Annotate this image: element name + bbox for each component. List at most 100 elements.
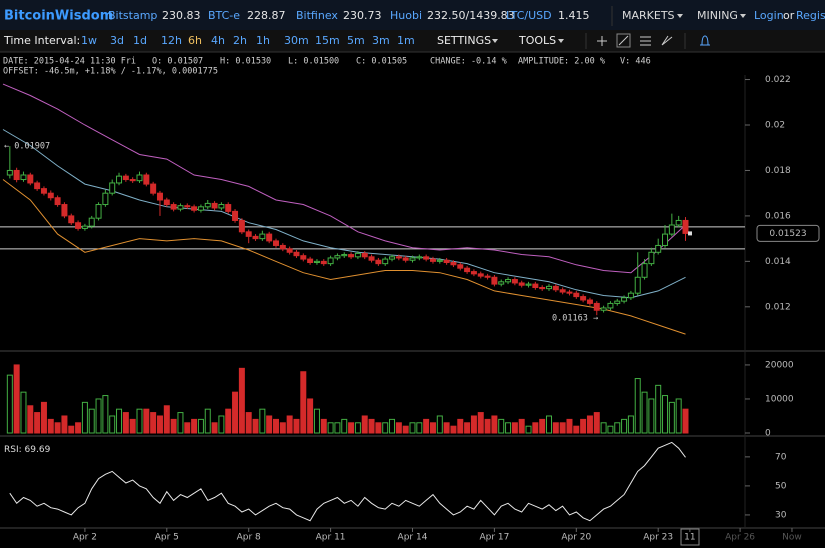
candle-body xyxy=(607,302,614,309)
info-field: O: 0.01507 xyxy=(152,57,203,67)
info-line: DATE: 2015-04-24 11:30 Fri O: 0.01507 H: 0… xyxy=(3,57,651,67)
volume-bar xyxy=(648,398,655,434)
volume-bar xyxy=(129,418,136,434)
interval-button[interactable]: 1w xyxy=(81,34,97,47)
interval-button[interactable]: 3d xyxy=(110,34,124,47)
interval-button[interactable]: 1m xyxy=(397,34,415,47)
interval-group: 1w 3d 1d 12h 6h 4h 2h 1h 30m 15m 5m 3m 1m xyxy=(81,34,415,47)
candle-body xyxy=(593,302,600,311)
volume-bar xyxy=(484,418,491,434)
volume-bar xyxy=(539,418,546,434)
interval-button[interactable]: 30m xyxy=(284,34,309,47)
y-tick-label: 0.022 xyxy=(765,75,791,85)
candle-body xyxy=(511,279,518,284)
candle-body xyxy=(279,244,286,250)
y-tick-label: 0.012 xyxy=(765,302,791,312)
candle-body xyxy=(409,257,416,261)
interval-button[interactable]: 12h xyxy=(161,34,182,47)
market-price: 228.87 xyxy=(247,9,286,22)
volume-bar xyxy=(204,408,211,434)
volume-bar xyxy=(150,412,157,434)
info-field: AMPLITUDE: 2.00 % xyxy=(518,57,605,67)
volume-bar xyxy=(184,422,191,434)
market-name[interactable]: Bitfinex xyxy=(296,9,338,22)
market-name[interactable]: Huobi xyxy=(390,9,422,22)
login-link[interactable]: Login xyxy=(754,9,784,22)
candle-body xyxy=(163,199,170,206)
candle-body xyxy=(484,275,491,278)
tools-menu[interactable]: TOOLS xyxy=(518,34,556,47)
candle-body xyxy=(580,296,587,301)
interval-button[interactable]: 6h xyxy=(188,34,202,47)
interval-button[interactable]: 4h xyxy=(211,34,225,47)
volume-bar xyxy=(614,422,621,434)
volume-bar xyxy=(279,422,286,434)
candle-body xyxy=(102,192,109,206)
fan-tool[interactable] xyxy=(661,35,673,46)
x-tick-label: Now xyxy=(782,533,802,543)
market-name[interactable]: LTC/USD xyxy=(506,9,552,22)
market-price: 232.50/1439.83 xyxy=(427,9,515,22)
volume-bar xyxy=(13,364,20,434)
volume-bar xyxy=(470,415,477,434)
interval-button[interactable]: 1d xyxy=(133,34,147,47)
settings-menu[interactable]: SETTINGS xyxy=(437,34,491,47)
candle-body xyxy=(177,205,184,210)
volume-bar xyxy=(320,418,327,434)
volume-bar xyxy=(156,415,163,434)
alert-tool[interactable] xyxy=(700,35,710,46)
fib-tool[interactable] xyxy=(640,36,651,46)
volume-bar xyxy=(621,418,628,434)
volume-bar xyxy=(259,408,266,434)
volume-bar xyxy=(525,425,532,434)
candle-body xyxy=(368,256,375,261)
band-line xyxy=(2,83,686,274)
volume-bar xyxy=(511,422,518,434)
candle-body xyxy=(505,279,512,283)
volume-bar xyxy=(634,378,641,434)
volume-bar xyxy=(566,418,573,434)
logo[interactable]: BitcoinWisdom xyxy=(4,9,113,24)
candle-body xyxy=(88,217,95,227)
candle-body xyxy=(252,235,259,240)
volume-bar xyxy=(293,418,300,434)
interval-button[interactable]: 2h xyxy=(233,34,247,47)
interval-button[interactable]: 5m xyxy=(347,34,365,47)
market-name[interactable]: Bitstamp xyxy=(108,9,157,22)
candle-body xyxy=(354,252,361,258)
volume-bar xyxy=(313,408,320,434)
info-field: C: 0.01505 xyxy=(356,57,407,67)
register-link[interactable]: Regist xyxy=(796,9,825,22)
x-tick-label: Apr 2 xyxy=(73,533,97,543)
candle-body xyxy=(416,256,423,259)
candle-body xyxy=(218,204,225,209)
band-line xyxy=(2,179,686,335)
line-tool[interactable] xyxy=(616,33,631,48)
candle-body xyxy=(382,258,389,265)
volume-bar xyxy=(286,415,293,434)
volume-bar xyxy=(429,422,436,434)
volume-bar xyxy=(245,412,252,434)
interval-button[interactable]: 1h xyxy=(256,34,270,47)
candle-body xyxy=(34,182,41,190)
volume-bar xyxy=(232,391,239,434)
volume-bar xyxy=(607,425,614,434)
market-price: 230.83 xyxy=(162,9,201,22)
menu[interactable]: MINING xyxy=(697,9,738,22)
interval-label: Time Interval: xyxy=(3,34,80,47)
candle-body xyxy=(197,206,204,211)
crosshair-tool[interactable] xyxy=(597,36,607,46)
y-tick-label: 0.018 xyxy=(765,166,791,176)
interval-button[interactable]: 3m xyxy=(372,34,390,47)
volume-bar xyxy=(573,425,580,434)
interval-button[interactable]: 15m xyxy=(315,34,340,47)
candle-body xyxy=(54,197,61,206)
volume-bar xyxy=(518,418,525,434)
x-tick-label: Apr 5 xyxy=(155,533,179,543)
menu[interactable]: MARKETS xyxy=(622,9,675,22)
market-name[interactable]: BTC-e xyxy=(208,9,240,22)
candle-body xyxy=(143,174,150,185)
volume-bar xyxy=(354,422,361,434)
